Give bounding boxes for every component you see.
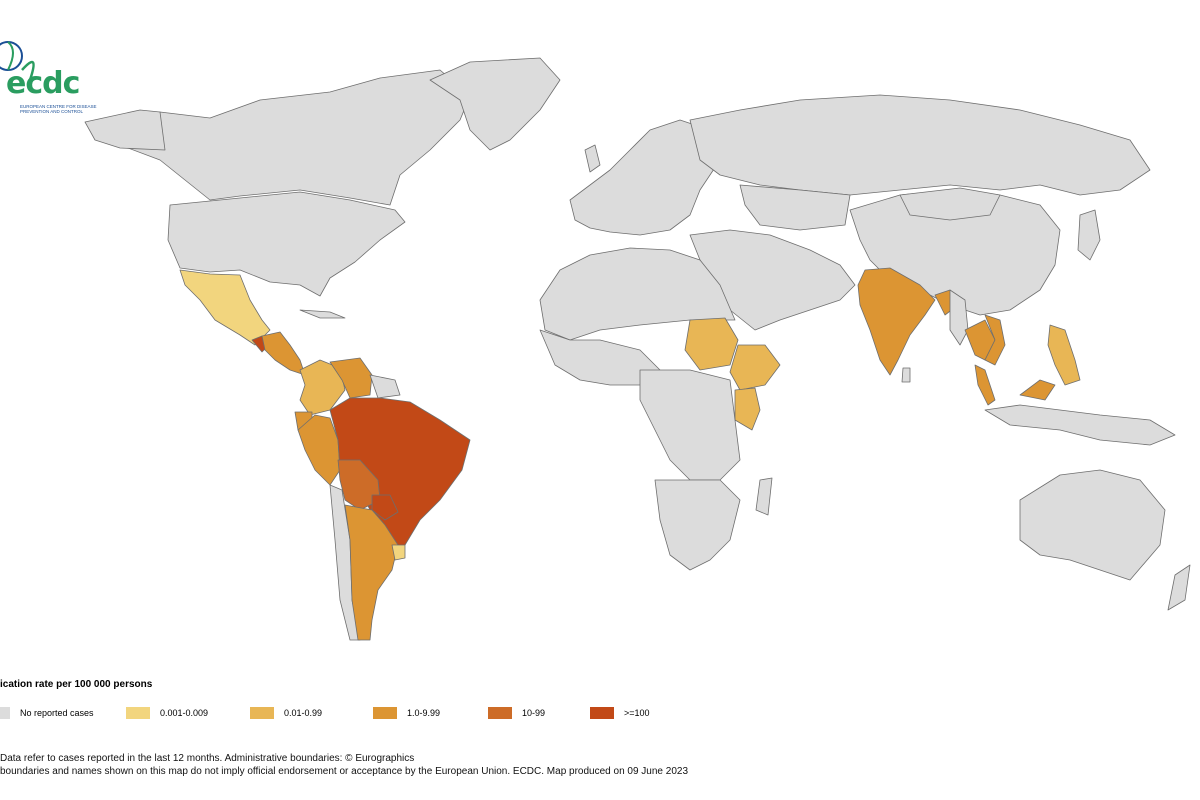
data-note: Data refer to cases reported in the last… [0,753,415,764]
country-japan [1077,209,1101,261]
country-bolivia [337,459,381,511]
country-myanmar [949,289,969,346]
country-alaska [84,109,166,151]
ecdc-logo: ecdc European Centre for Disease Prevent… [0,20,110,114]
country-borneo-malaysia [1019,379,1056,401]
region-europe [569,119,721,236]
country-usa [167,191,406,297]
legend-item: No reported cases [0,706,94,720]
ecdc-logo-subtitle: European Centre for Disease Prevention a… [20,104,97,114]
country-mongolia [899,187,1001,221]
country-australia [1019,469,1166,581]
country-india [857,267,936,376]
legend-label: >=100 [624,708,650,718]
country-uruguay [391,544,406,561]
world-map [84,57,1191,641]
legend-label: No reported cases [20,708,94,718]
region-central-africa [639,369,741,481]
country-sri-lanka [901,367,911,383]
country-russia [689,94,1151,196]
legend-item: >=100 [590,706,650,720]
country-paraguay [371,494,399,521]
legend-swatch [488,707,512,719]
country-canada [94,69,471,206]
legend-label: 0.001-0.009 [160,708,209,718]
country-kazakhstan [739,184,851,231]
legend-swatch [373,707,397,719]
country-malaysia [974,364,996,406]
country-central-america [261,331,306,376]
country-sudan [684,317,739,371]
legend-item: 0.001-0.009 [126,706,208,720]
country-philippines [1047,324,1081,386]
country-kenya [734,387,761,431]
legend-label: 10-99 [522,708,546,718]
country-madagascar [755,477,773,516]
country-new-zealand [1167,564,1191,611]
country-indonesia [984,404,1176,446]
legend-item: 0.01-0.99 [250,706,322,720]
legend-item: 1.0-9.99 [373,706,440,720]
legend-swatch [126,707,150,719]
legend-item: 10-99 [488,706,545,720]
country-mexico [179,269,271,346]
map-legend: No reported cases 0.001-0.009 0.01-0.99 … [0,706,1200,720]
legend-swatch [0,707,10,719]
ecdc-logo-text: ecdc [6,66,80,101]
ecdc-logo-mark-icon [0,41,35,81]
region-southern-africa [654,479,741,571]
country-ethiopia [729,344,781,391]
country-guianas [369,374,401,399]
legend-swatch [590,707,614,719]
country-vietnam [984,314,1006,366]
country-argentina [344,504,399,641]
legend-label: 0.01-0.99 [284,708,323,718]
country-uk [584,144,601,173]
country-cuba [299,309,346,319]
country-venezuela [329,357,373,399]
country-peru [297,414,341,486]
disclaimer-note: boundaries and names shown on this map d… [0,766,689,777]
legend-swatch [250,707,274,719]
legend-label: 1.0-9.99 [407,708,441,718]
country-greenland [429,57,561,151]
legend-title: ication rate per 100 000 persons [0,679,153,690]
